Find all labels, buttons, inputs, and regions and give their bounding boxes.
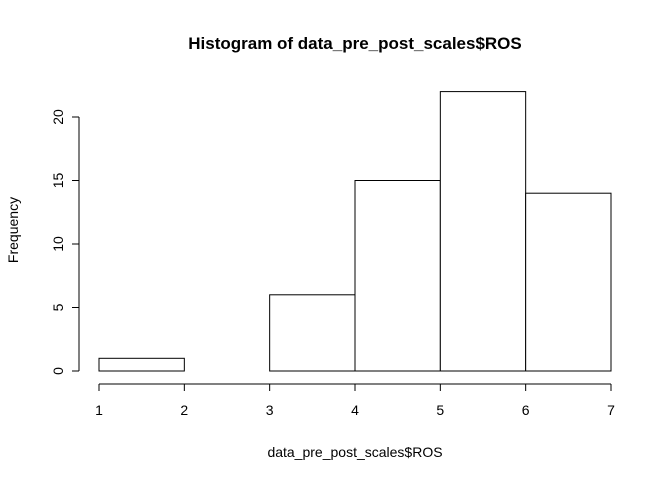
y-axis-label: Frequency (5, 197, 21, 263)
chart-title: Histogram of data_pre_post_scales$ROS (188, 34, 522, 53)
x-axis: 1 2 3 4 5 6 7 (95, 383, 615, 418)
x-tick-label: 1 (95, 402, 103, 418)
y-tick-label: 0 (50, 367, 66, 375)
histogram-bar (269, 294, 356, 372)
histogram-bar (439, 91, 527, 372)
histogram-bar (525, 192, 612, 372)
histogram-bar (98, 357, 185, 372)
bars-group (98, 91, 612, 372)
x-tick-label: 7 (607, 402, 615, 418)
y-tick-label: 20 (50, 109, 66, 125)
y-tick-label: 15 (50, 173, 66, 189)
x-tick-label: 5 (436, 402, 444, 418)
y-axis: 0 5 10 15 20 (50, 109, 80, 375)
y-tick-label: 10 (50, 236, 66, 252)
x-tick-label: 3 (266, 402, 274, 418)
x-tick-label: 6 (522, 402, 530, 418)
x-tick-label: 2 (180, 402, 188, 418)
x-tick-label: 4 (351, 402, 359, 418)
histogram-bar (354, 180, 441, 372)
y-tick-label: 5 (50, 303, 66, 311)
x-axis-label: data_pre_post_scales$ROS (267, 444, 442, 460)
